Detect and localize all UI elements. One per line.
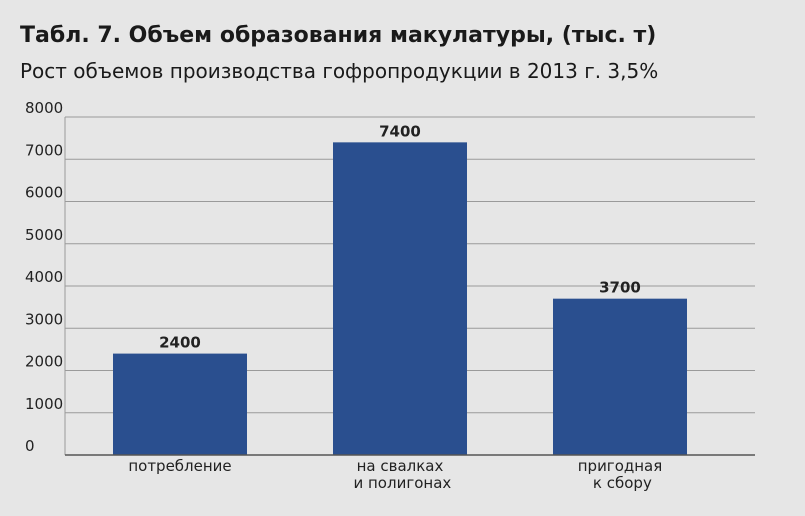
bar (553, 298, 687, 455)
bar (113, 353, 247, 455)
y-tick-label: 2000 (25, 353, 63, 371)
x-tick-label: пригодная к сбору (578, 457, 663, 492)
x-tick-label: потребление (128, 457, 231, 475)
data-label: 7400 (379, 122, 421, 140)
y-tick-label: 4000 (25, 268, 63, 286)
y-tick-label: 6000 (25, 184, 63, 202)
x-tick-label: на свалках и полигонах (349, 457, 452, 492)
data-label: 2400 (159, 334, 201, 352)
chart-title: Табл. 7. Объем образования макулатуры, (… (20, 23, 656, 48)
data-label: 3700 (599, 279, 641, 297)
y-tick-label: 8000 (25, 99, 63, 117)
bar (333, 142, 467, 455)
y-tick-label: 0 (25, 437, 35, 455)
y-tick-label: 1000 (25, 395, 63, 413)
y-tick-label: 7000 (25, 141, 63, 159)
chart-subtitle: Рост объемов производства гофропродукции… (20, 59, 658, 83)
y-tick-label: 3000 (25, 310, 63, 328)
y-tick-label: 5000 (25, 226, 63, 244)
